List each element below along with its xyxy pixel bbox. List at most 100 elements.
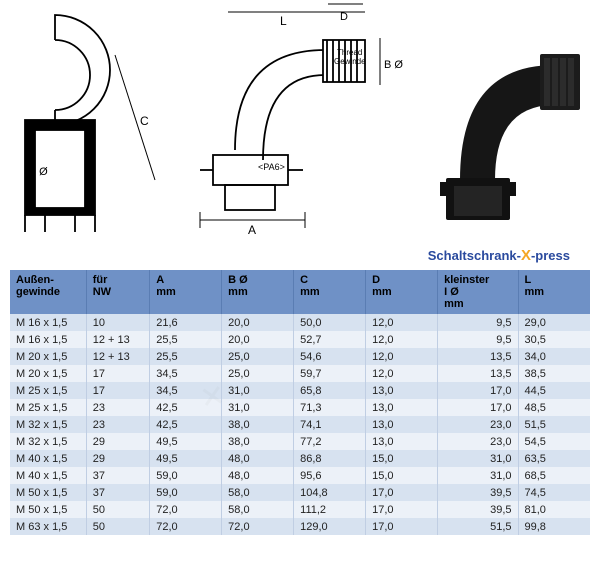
table-cell: M 50 x 1,5 [10, 501, 86, 518]
table-cell: 29,0 [518, 314, 590, 331]
table-cell: 13,0 [366, 433, 438, 450]
table-cell: 31,0 [222, 382, 294, 399]
table-cell: M 25 x 1,5 [10, 399, 86, 416]
table-cell: 99,8 [518, 518, 590, 535]
table-cell: M 63 x 1,5 [10, 518, 86, 535]
table-cell: 48,0 [222, 467, 294, 484]
table-row: M 50 x 1,55072,058,0111,217,039,581,0 [10, 501, 590, 518]
table-body: M 16 x 1,51021,620,050,012,09,529,0M 16 … [10, 314, 590, 535]
col-header-c: C mm [294, 270, 366, 314]
table-cell: 44,5 [518, 382, 590, 399]
table-cell: 15,0 [366, 450, 438, 467]
col-header-i: kleinster I Ø mm [438, 270, 518, 314]
table-row: M 20 x 1,51734,525,059,712,013,538,5 [10, 365, 590, 382]
table-cell: 104,8 [294, 484, 366, 501]
table-cell: M 16 x 1,5 [10, 331, 86, 348]
table-cell: 42,5 [150, 416, 222, 433]
table-cell: 42,5 [150, 399, 222, 416]
col-header-thread: Außen- gewinde [10, 270, 86, 314]
table-cell: 12 + 13 [86, 331, 150, 348]
table-cell: 63,5 [518, 450, 590, 467]
col-header-a: A mm [150, 270, 222, 314]
table-cell: 50,0 [294, 314, 366, 331]
table-row: M 16 x 1,512 + 1325,520,052,712,09,530,5 [10, 331, 590, 348]
table-cell: 17,0 [438, 399, 518, 416]
table-cell: 17,0 [366, 501, 438, 518]
table-cell: 38,0 [222, 416, 294, 433]
table-row: M 25 x 1,51734,531,065,813,017,044,5 [10, 382, 590, 399]
table-cell: 25,0 [222, 365, 294, 382]
table-cell: 12,0 [366, 348, 438, 365]
table-cell: 9,5 [438, 314, 518, 331]
table-header-row: Außen- gewinde für NW A mm B Ø mm C mm D… [10, 270, 590, 314]
table-cell: 20,0 [222, 331, 294, 348]
table-cell: 34,0 [518, 348, 590, 365]
table-cell: 54,5 [518, 433, 590, 450]
table-cell: 54,6 [294, 348, 366, 365]
col-header-nw: für NW [86, 270, 150, 314]
gewinde-label: Gewinde [334, 57, 366, 66]
table-cell: M 20 x 1,5 [10, 348, 86, 365]
table-cell: 111,2 [294, 501, 366, 518]
brand-logo: Schaltschrank-X-press [428, 247, 570, 264]
table-cell: 81,0 [518, 501, 590, 518]
table-cell: 58,0 [222, 501, 294, 518]
table-cell: 72,0 [222, 518, 294, 535]
table-cell: M 50 x 1,5 [10, 484, 86, 501]
table-row: M 32 x 1,52342,538,074,113,023,051,5 [10, 416, 590, 433]
table-cell: M 40 x 1,5 [10, 450, 86, 467]
table-cell: 65,8 [294, 382, 366, 399]
table-row: M 25 x 1,52342,531,071,313,017,048,5 [10, 399, 590, 416]
table-cell: 49,5 [150, 433, 222, 450]
dim-label-l: L [280, 14, 287, 28]
table-row: M 16 x 1,51021,620,050,012,09,529,0 [10, 314, 590, 331]
table-cell: 9,5 [438, 331, 518, 348]
svg-text:I Ø: I Ø [33, 166, 48, 178]
table-cell: 86,8 [294, 450, 366, 467]
table-row: M 40 x 1,53759,048,095,615,031,068,5 [10, 467, 590, 484]
table-cell: 77,2 [294, 433, 366, 450]
table-cell: 59,7 [294, 365, 366, 382]
table-cell: 23,0 [438, 416, 518, 433]
table-cell: 52,7 [294, 331, 366, 348]
table-cell: 23 [86, 416, 150, 433]
dim-label-d: D [340, 11, 348, 23]
col-header-b: B Ø mm [222, 270, 294, 314]
table-cell: 49,5 [150, 450, 222, 467]
table-cell: 13,5 [438, 348, 518, 365]
table-cell: 17 [86, 365, 150, 382]
table-cell: 59,0 [150, 467, 222, 484]
table-cell: 30,5 [518, 331, 590, 348]
logo-text-b: -press [531, 248, 570, 263]
table-cell: 20,0 [222, 314, 294, 331]
logo-x: X [521, 247, 531, 264]
table-cell: 15,0 [366, 467, 438, 484]
table-row: M 40 x 1,52949,548,086,815,031,063,5 [10, 450, 590, 467]
table-cell: 50 [86, 518, 150, 535]
table-cell: 38,0 [222, 433, 294, 450]
table-cell: 17,0 [438, 382, 518, 399]
table-cell: 23 [86, 399, 150, 416]
diagram-area: I Ø C <PA6> [0, 0, 600, 270]
table-cell: 58,0 [222, 484, 294, 501]
table-cell: 51,5 [438, 518, 518, 535]
pa6-label: <PA6> [258, 162, 285, 172]
col-header-d: D mm [366, 270, 438, 314]
table-cell: 29 [86, 450, 150, 467]
table-cell: 129,0 [294, 518, 366, 535]
table-cell: M 25 x 1,5 [10, 382, 86, 399]
table-cell: 72,0 [150, 501, 222, 518]
col-header-l: L mm [518, 270, 590, 314]
table-cell: 59,0 [150, 484, 222, 501]
table-cell: 31,0 [438, 467, 518, 484]
table-cell: 51,5 [518, 416, 590, 433]
table-cell: 39,5 [438, 484, 518, 501]
table-cell: 50 [86, 501, 150, 518]
table-cell: 12,0 [366, 365, 438, 382]
table-cell: 48,0 [222, 450, 294, 467]
table-row: M 50 x 1,53759,058,0104,817,039,574,5 [10, 484, 590, 501]
table-cell: 12,0 [366, 314, 438, 331]
table-cell: 48,5 [518, 399, 590, 416]
table-cell: 21,6 [150, 314, 222, 331]
thread-label: Thread [337, 48, 362, 57]
